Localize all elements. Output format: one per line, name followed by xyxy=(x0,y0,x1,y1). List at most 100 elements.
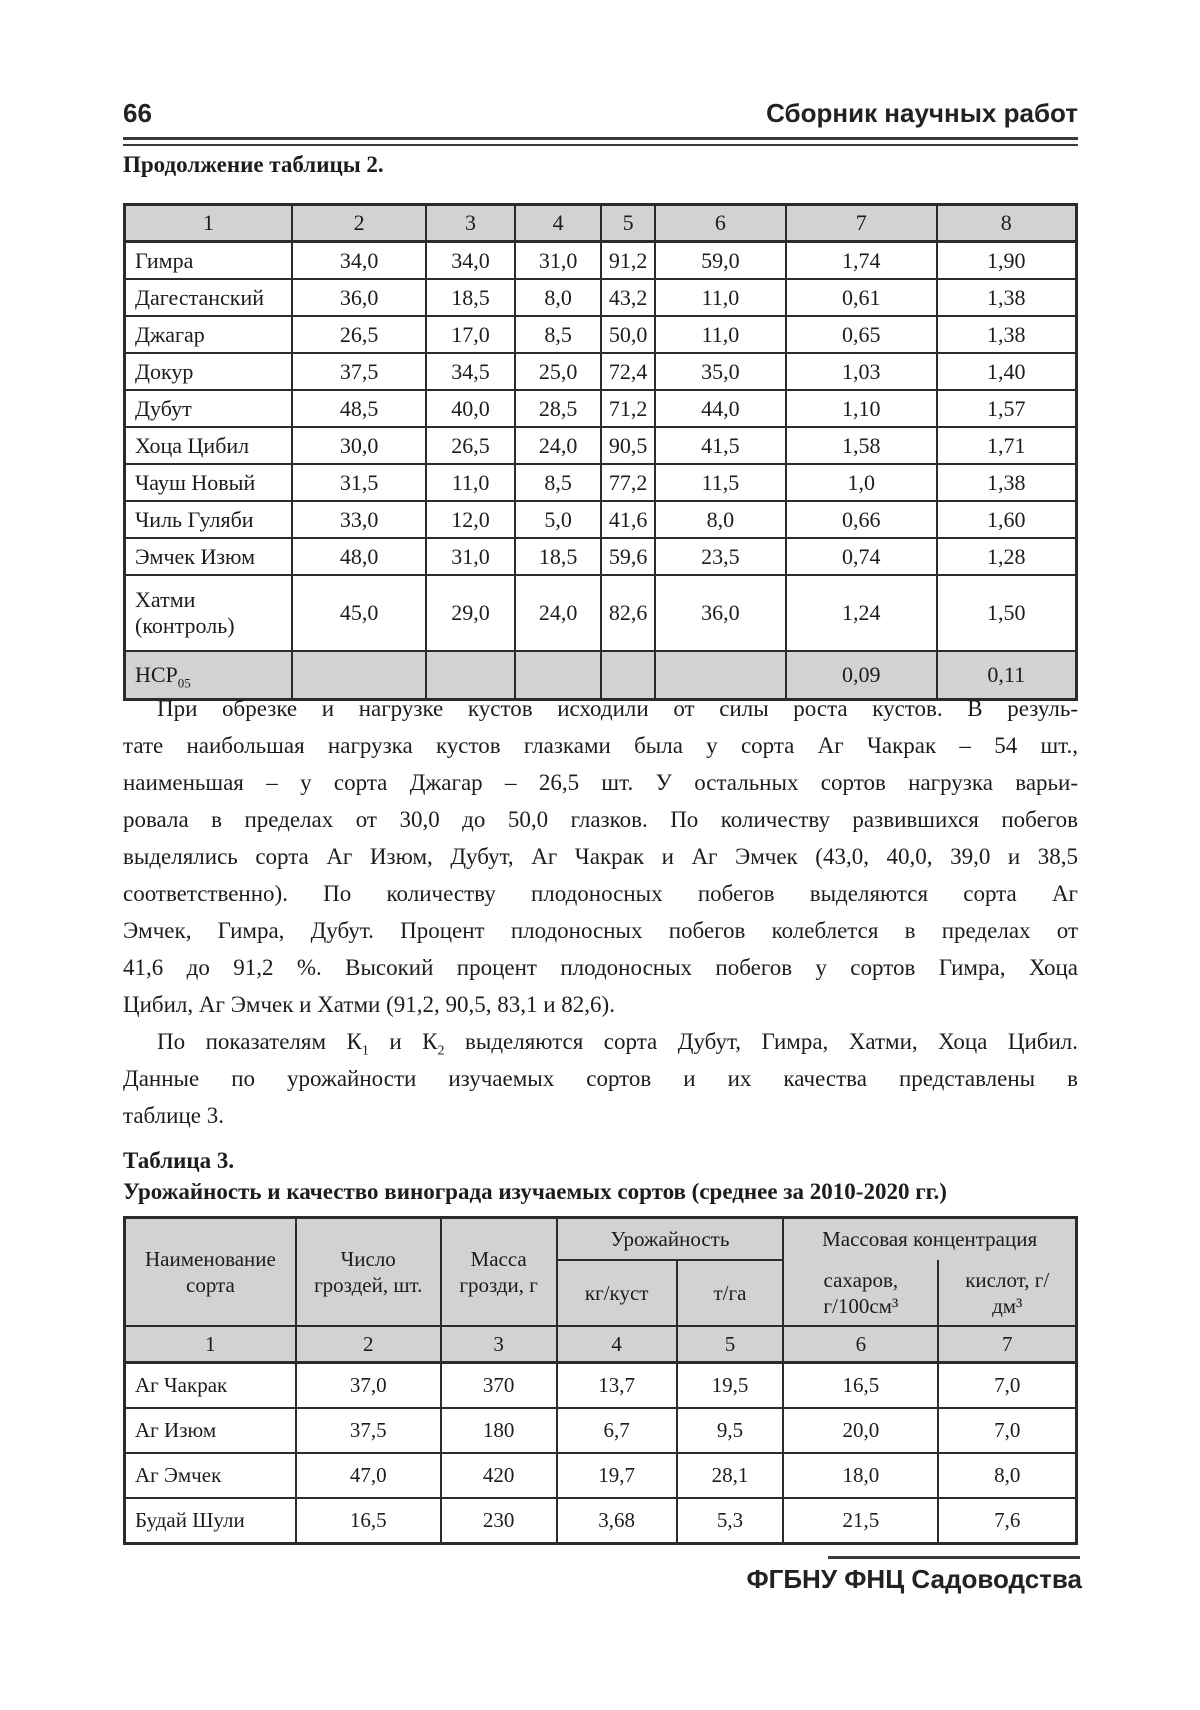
value-cell: 25,0 xyxy=(513,352,603,391)
yield-unit-cell: кг/куст xyxy=(555,1259,678,1327)
value-cell xyxy=(653,650,788,701)
variety-name-cell: Хоца Цибил xyxy=(123,426,294,465)
value-cell: 0,61 xyxy=(785,278,938,317)
value-cell: 91,2 xyxy=(600,240,656,280)
value-cell: 31,0 xyxy=(513,240,603,280)
value-cell: 5,0 xyxy=(513,500,603,539)
header-line: Масса xyxy=(470,1247,527,1271)
value-cell: 45,0 xyxy=(291,574,428,652)
value-cell: 9,5 xyxy=(675,1407,785,1454)
header-line: г/100см³ xyxy=(823,1293,899,1318)
value-cell: 17,0 xyxy=(425,315,516,354)
value-cell: 1,40 xyxy=(935,352,1078,391)
value-cell: 33,0 xyxy=(291,500,428,539)
page-header: 66 Сборник научных работ xyxy=(123,98,1078,129)
value-cell: 34,0 xyxy=(291,240,428,280)
table-row: Будай Шули 16,5 230 3,68 5,3 21,5 7,6 xyxy=(123,1497,1078,1545)
column-number-cell: 6 xyxy=(782,1325,940,1364)
value-cell: 8,5 xyxy=(513,463,603,502)
column-number-cell: 4 xyxy=(555,1325,678,1364)
column-number-cell: 1 xyxy=(123,1325,297,1364)
page-number: 66 xyxy=(123,98,152,128)
variety-name-cell: Аг Чакрак xyxy=(123,1361,297,1409)
value-cell: 82,6 xyxy=(600,574,656,652)
table-row: Джагар 26,5 17,0 8,5 50,0 11,0 0,65 1,38 xyxy=(123,315,1078,354)
nsr-label-cell: НСР05 xyxy=(123,650,294,701)
value-cell: 20,0 xyxy=(782,1407,940,1454)
text-line: При обрезке и нагрузке кустов исходили о… xyxy=(157,696,1078,721)
table-row: Аг Изюм 37,5 180 6,7 9,5 20,0 7,0 xyxy=(123,1407,1078,1454)
value-cell: 37,5 xyxy=(294,1407,442,1454)
footer-rule xyxy=(828,1556,1080,1559)
value-cell: 26,5 xyxy=(425,426,516,465)
value-cell: 11,0 xyxy=(653,315,788,354)
value-cell: 48,0 xyxy=(291,537,428,576)
variety-name-cell: Гимра xyxy=(123,240,294,280)
value-cell: 0,11 xyxy=(935,650,1078,701)
value-cell: 24,0 xyxy=(513,574,603,652)
table3-subtitle: Урожайность и качество винограда изучаем… xyxy=(123,1179,947,1204)
header-line: сахаров, xyxy=(823,1267,899,1292)
value-cell: 3,68 xyxy=(555,1497,678,1545)
value-cell: 16,5 xyxy=(294,1497,442,1545)
value-cell: 24,0 xyxy=(513,426,603,465)
mass-header-cell: Масса грозди, г xyxy=(439,1216,558,1327)
value-cell: 1,38 xyxy=(935,278,1078,317)
value-cell: 36,0 xyxy=(653,574,788,652)
value-cell: 28,1 xyxy=(675,1452,785,1499)
value-cell: 1,38 xyxy=(935,315,1078,354)
header-line: Наименование xyxy=(145,1247,276,1271)
value-cell: 26,5 xyxy=(291,315,428,354)
value-cell: 34,0 xyxy=(425,240,516,280)
text-line: Эмчек, Гимра, Дубут. Процент плодоносных… xyxy=(123,918,1078,943)
value-cell xyxy=(600,650,656,701)
value-cell: 1,57 xyxy=(935,389,1078,428)
value-cell: 34,5 xyxy=(425,352,516,391)
value-cell: 11,5 xyxy=(653,463,788,502)
value-cell: 30,0 xyxy=(291,426,428,465)
value-cell: 0,74 xyxy=(785,537,938,576)
table-row: Дагестанский 36,0 18,5 8,0 43,2 11,0 0,61 1,38 xyxy=(123,278,1078,317)
value-cell: 7,0 xyxy=(937,1407,1078,1454)
value-cell: 18,5 xyxy=(513,537,603,576)
variety-name-cell: Аг Изюм xyxy=(123,1407,297,1454)
value-cell: 41,5 xyxy=(653,426,788,465)
value-cell: 18,5 xyxy=(425,278,516,317)
value-cell: 1,58 xyxy=(785,426,938,465)
value-cell: 0,09 xyxy=(785,650,938,701)
value-cell: 370 xyxy=(439,1361,558,1409)
column-number-cell: 6 xyxy=(653,203,788,243)
column-number-cell: 3 xyxy=(439,1325,558,1364)
column-number-cell: 8 xyxy=(935,203,1078,243)
value-cell: 23,5 xyxy=(653,537,788,576)
value-cell: 1,60 xyxy=(935,500,1078,539)
value-cell: 19,5 xyxy=(675,1361,785,1409)
value-cell xyxy=(513,650,603,701)
page-footer: ФГБНУ ФНЦ Садоводства xyxy=(746,1564,1082,1594)
nsr-row: НСР05 0,09 0,11 xyxy=(123,650,1078,701)
value-cell: 6,7 xyxy=(555,1407,678,1454)
header-rule xyxy=(123,137,1078,146)
value-cell: 19,7 xyxy=(555,1452,678,1499)
value-cell: 5,3 xyxy=(675,1497,785,1545)
value-cell: 0,66 xyxy=(785,500,938,539)
value-cell: 90,5 xyxy=(600,426,656,465)
value-cell: 11,0 xyxy=(425,463,516,502)
value-cell: 28,5 xyxy=(513,389,603,428)
value-cell: 7,6 xyxy=(937,1497,1078,1545)
value-cell: 47,0 xyxy=(294,1452,442,1499)
running-title: Сборник научных работ xyxy=(766,98,1078,128)
value-cell: 1,24 xyxy=(785,574,938,652)
value-cell: 40,0 xyxy=(425,389,516,428)
value-cell: 11,0 xyxy=(653,278,788,317)
value-cell: 37,0 xyxy=(294,1361,442,1409)
value-cell: 50,0 xyxy=(600,315,656,354)
value-cell: 77,2 xyxy=(600,463,656,502)
table-row: Хатми (контроль) 45,0 29,0 24,0 82,6 36,0 1,24… xyxy=(123,574,1078,652)
text-line: Данные по урожайности изучаемых сортов и… xyxy=(123,1066,1078,1091)
yield-group-cell: Урожайность xyxy=(555,1216,785,1261)
text-line: таблице 3. xyxy=(123,1103,224,1128)
